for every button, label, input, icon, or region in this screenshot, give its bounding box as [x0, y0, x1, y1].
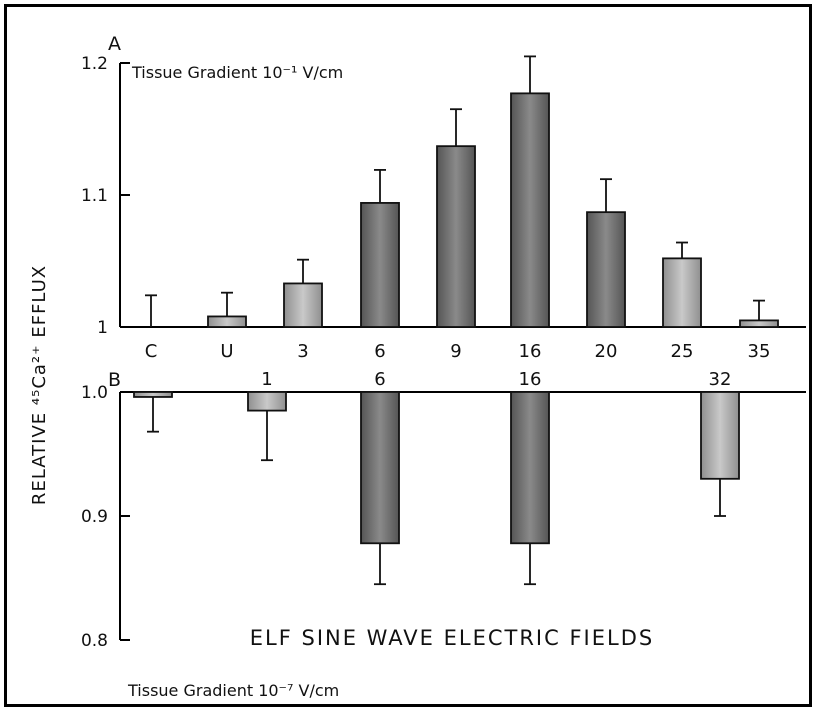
category-label: 20: [595, 341, 618, 362]
bar: [739, 319, 779, 328]
y-tick-label: 1: [97, 318, 108, 338]
bar: [283, 282, 323, 328]
panel-label-a: A: [108, 33, 121, 55]
x-axis-label: ELF SINE WAVE ELECTRIC FIELDS: [250, 626, 654, 650]
bar: [247, 391, 287, 412]
bar: [360, 202, 400, 328]
category-label: 3: [297, 341, 308, 362]
y-tick-label: 0.8: [81, 631, 108, 651]
category-label: 6: [374, 369, 385, 390]
category-label: 35: [748, 341, 771, 362]
category-label: 16: [519, 369, 542, 390]
category-label: 25: [671, 341, 694, 362]
bar: [436, 145, 476, 328]
category-label: U: [220, 341, 233, 362]
figure-frame: [4, 4, 812, 707]
bar: [133, 391, 173, 398]
y-axis-label: RELATIVE ⁴⁵Ca²⁺ EFFLUX: [29, 265, 50, 505]
y-tick-label: 1.2: [81, 54, 108, 74]
bar: [360, 391, 400, 545]
category-label: C: [145, 341, 158, 362]
panel-a: A Tissue Gradient 10⁻¹ V/cm 1 1.1 1.2 C U 3 6 9 16…: [81, 33, 806, 362]
bar: [207, 315, 247, 328]
category-label: 1: [261, 369, 272, 390]
bar: [662, 257, 702, 328]
bar: [510, 391, 550, 545]
category-label: 6: [374, 341, 385, 362]
bar: [700, 391, 740, 480]
bar: [510, 92, 550, 328]
category-label: 32: [709, 369, 732, 390]
tissue-gradient-label-a: Tissue Gradient 10⁻¹ V/cm: [131, 63, 343, 82]
y-tick-label: 1.1: [81, 186, 108, 206]
tissue-gradient-label-b: Tissue Gradient 10⁻⁷ V/cm: [127, 681, 339, 700]
bar: [586, 211, 626, 328]
y-tick-label: 0.9: [81, 507, 108, 527]
category-label: 16: [519, 341, 542, 362]
panel-label-b: B: [108, 369, 121, 391]
y-tick-label: 1.0: [81, 383, 108, 403]
category-label: 9: [450, 341, 461, 362]
